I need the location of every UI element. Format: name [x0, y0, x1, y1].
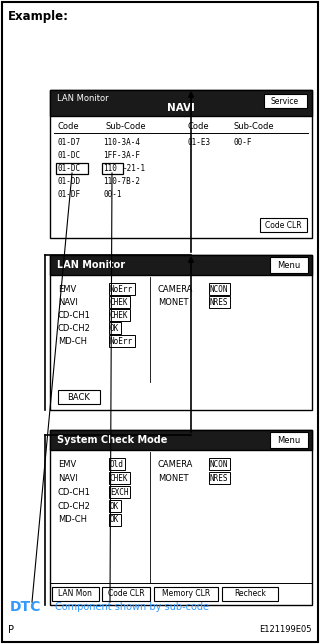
Text: P: P — [8, 625, 14, 635]
Bar — [50, 255, 312, 410]
Text: 01-E3: 01-E3 — [188, 138, 211, 146]
Text: BACK: BACK — [68, 392, 91, 401]
Text: Sub-Code: Sub-Code — [233, 122, 274, 131]
Bar — [50, 430, 312, 605]
Text: Code: Code — [58, 122, 80, 131]
Text: Recheck: Recheck — [234, 589, 266, 598]
Text: NAVI: NAVI — [58, 473, 78, 482]
Bar — [222, 587, 278, 601]
Text: Code CLR: Code CLR — [265, 220, 301, 229]
Text: NAVI: NAVI — [167, 103, 195, 113]
Text: NoErr: NoErr — [110, 337, 133, 345]
Text: E121199E05: E121199E05 — [260, 625, 312, 634]
Text: 00-F: 00-F — [233, 138, 252, 146]
Text: 110-3A-4: 110-3A-4 — [103, 138, 140, 146]
Text: Service: Service — [271, 97, 299, 106]
Bar — [56, 163, 88, 174]
Text: Component shown by sub-code: Component shown by sub-code — [55, 602, 209, 612]
Text: Menu: Menu — [277, 435, 300, 444]
Text: LAN Mon: LAN Mon — [58, 589, 92, 598]
Text: System Check Mode: System Check Mode — [57, 435, 167, 445]
Text: 01-DC: 01-DC — [58, 164, 81, 173]
Text: 01-DD: 01-DD — [58, 176, 81, 185]
Text: EXCH: EXCH — [110, 488, 129, 497]
Text: CAMERA: CAMERA — [158, 460, 193, 468]
Bar — [50, 430, 312, 450]
Text: 00-1: 00-1 — [103, 189, 122, 198]
Bar — [270, 257, 308, 273]
Text: DTC: DTC — [10, 600, 41, 614]
Bar — [50, 90, 312, 116]
Text: NAVI: NAVI — [58, 298, 78, 307]
Text: NCON: NCON — [210, 285, 228, 294]
Bar — [58, 390, 100, 404]
Text: NoErr: NoErr — [110, 285, 133, 294]
Text: CHEK: CHEK — [110, 310, 129, 319]
Text: EMV: EMV — [58, 460, 76, 468]
Bar — [154, 587, 218, 601]
Bar — [50, 255, 312, 275]
Text: CHEK: CHEK — [110, 298, 129, 307]
Text: CD-CH2: CD-CH2 — [58, 502, 91, 511]
Text: Code: Code — [188, 122, 210, 131]
Bar — [270, 432, 308, 448]
Text: Memory CLR: Memory CLR — [162, 589, 210, 598]
Text: 110: 110 — [103, 164, 117, 173]
Text: Old: Old — [110, 460, 124, 468]
Text: NRES: NRES — [210, 298, 228, 307]
Text: CD-CH1: CD-CH1 — [58, 488, 91, 497]
Text: Example:: Example: — [8, 10, 69, 23]
Text: MD-CH: MD-CH — [58, 515, 87, 524]
Text: CAMERA: CAMERA — [158, 285, 193, 294]
Text: 01-DF: 01-DF — [58, 189, 81, 198]
Text: LAN Monitor: LAN Monitor — [57, 93, 108, 102]
Text: NRES: NRES — [210, 473, 228, 482]
Bar — [52, 587, 99, 601]
Text: NCON: NCON — [210, 460, 228, 468]
Text: Code CLR: Code CLR — [108, 589, 144, 598]
Text: MD-CH: MD-CH — [58, 337, 87, 345]
Text: MONET: MONET — [158, 298, 188, 307]
Text: MONET: MONET — [158, 473, 188, 482]
Text: OK: OK — [110, 515, 119, 524]
Bar — [260, 218, 307, 232]
Text: Menu: Menu — [277, 261, 300, 269]
Text: 01-D7: 01-D7 — [58, 138, 81, 146]
Bar — [264, 94, 307, 108]
Text: -21-1: -21-1 — [123, 164, 146, 173]
Text: 1FF-3A-F: 1FF-3A-F — [103, 151, 140, 160]
Text: 01-DC: 01-DC — [58, 151, 81, 160]
Bar — [102, 587, 150, 601]
Text: 110-7B-2: 110-7B-2 — [103, 176, 140, 185]
Text: CD-CH2: CD-CH2 — [58, 323, 91, 332]
Bar — [50, 90, 312, 238]
Text: OK: OK — [110, 502, 119, 511]
Bar — [102, 163, 123, 174]
Text: CD-CH1: CD-CH1 — [58, 310, 91, 319]
Text: LAN Monitor: LAN Monitor — [57, 260, 125, 270]
Text: EMV: EMV — [58, 285, 76, 294]
Text: CHEK: CHEK — [110, 473, 129, 482]
Text: Sub-Code: Sub-Code — [105, 122, 146, 131]
Text: OK: OK — [110, 323, 119, 332]
